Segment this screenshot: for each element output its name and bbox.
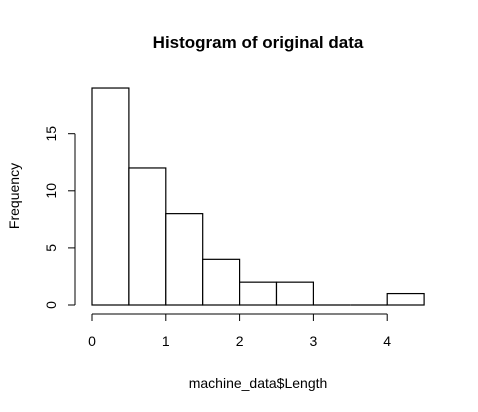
- histogram-bar-5: [275, 281, 315, 306]
- histogram-bar-8: [386, 292, 425, 306]
- histogram-bar-1: [128, 167, 167, 306]
- y-axis-label: Frequency: [6, 163, 22, 229]
- chart-title: Histogram of original data: [153, 33, 364, 52]
- x-axis: 0 1 2 3 4: [88, 313, 391, 349]
- bars-group: [91, 87, 425, 306]
- x-tick-label-3: 3: [310, 333, 318, 349]
- x-tick-label-0: 0: [88, 333, 96, 349]
- histogram-bar-2: [165, 213, 204, 306]
- y-axis: 0 5 10 15: [43, 126, 76, 309]
- histogram-bar-0: [91, 87, 130, 306]
- histogram-bar-3: [202, 258, 241, 306]
- x-tick-label-2: 2: [236, 333, 244, 349]
- y-tick-label-5: 5: [43, 244, 59, 252]
- y-tick-label-0: 0: [43, 301, 59, 309]
- y-tick-label-10: 10: [43, 183, 59, 199]
- y-tick-label-15: 15: [43, 126, 59, 142]
- x-tick-label-4: 4: [383, 333, 391, 349]
- histogram-bar-4: [239, 281, 278, 306]
- x-tick-label-1: 1: [162, 333, 170, 349]
- x-axis-label: machine_data$Length: [189, 375, 328, 391]
